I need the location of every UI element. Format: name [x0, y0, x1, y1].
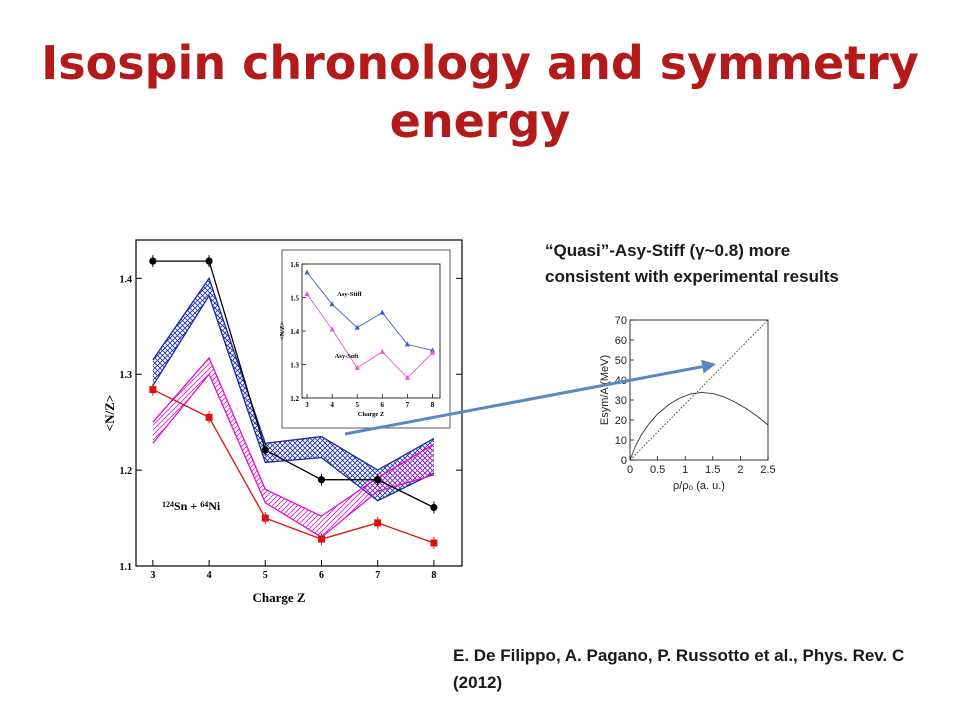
x-tick-label: 8 — [431, 570, 436, 581]
black-point — [205, 257, 213, 265]
inset-x-tick-label: 5 — [355, 401, 359, 409]
annotation-note: “Quasi”-Asy-Stiff (γ~0.8) more consisten… — [545, 241, 839, 286]
arrow-shaft — [344, 364, 707, 436]
inset-y-tick-label: 1.4 — [290, 328, 299, 336]
inset-y-tick-label: 1.6 — [290, 261, 299, 269]
red-point — [205, 413, 213, 421]
blue-band-fill — [152, 278, 434, 501]
esym-x-tick-label: 1 — [682, 464, 688, 476]
magenta-inset-line — [306, 293, 433, 379]
esym-x-tick-label: 2 — [737, 464, 743, 476]
magenta-band-upper — [152, 356, 435, 517]
esym-y-tick-label: 70 — [615, 315, 627, 327]
citation: E. De Filippo, A. Pagano, P. Russotto et… — [453, 646, 905, 692]
blue-inset-point — [329, 301, 335, 307]
inset-x-axis-label: Charge Z — [358, 411, 385, 418]
magenta-band-fill — [152, 357, 434, 538]
magenta-inset-point — [379, 348, 385, 354]
y-tick-label: 1.2 — [120, 466, 133, 477]
inset-y-tick-label: 1.2 — [290, 395, 299, 403]
esym-solid-curve — [629, 391, 769, 461]
inset-series-label: Asy-Stiff — [337, 291, 362, 298]
x-tick-label: 4 — [207, 570, 212, 581]
blue-inset-point — [404, 341, 410, 347]
inset-y-tick-label: 1.5 — [290, 295, 299, 303]
inset-x-tick-label: 8 — [431, 401, 435, 409]
reaction-label: 124Sn + 64Ni — [162, 499, 221, 513]
x-axis-label: Charge Z — [252, 590, 305, 605]
magenta-inset-point — [404, 374, 410, 380]
main-chart: 1.1 1.2 1.3 1.4 3 4 5 6 7 8 Charge Z <N/Z> 124Sn + 6… — [102, 239, 463, 605]
red-series-line — [152, 388, 435, 544]
red-point — [374, 519, 382, 527]
magenta-inset-point — [304, 291, 310, 297]
x-tick-label: 6 — [319, 570, 324, 581]
esym-y-tick-label: 0 — [621, 455, 627, 467]
red-point — [430, 539, 438, 547]
black-point — [261, 446, 269, 454]
y-tick-label: 1.1 — [120, 562, 133, 573]
y-tick-label: 1.4 — [120, 274, 133, 285]
red-point — [317, 535, 325, 543]
inset-x-tick-label: 7 — [406, 401, 410, 409]
inset-x-tick-label: 6 — [381, 401, 385, 409]
blue-inset-point — [304, 269, 310, 275]
reaction-label-part: 124 — [162, 500, 174, 509]
esym-y-tick-label: 30 — [615, 395, 627, 407]
reaction-label-part: Sn + — [174, 499, 200, 513]
magenta-band-lower — [152, 372, 435, 539]
inset-y-tick-label: 1.3 — [290, 362, 299, 370]
esym-plot-frame — [629, 319, 769, 461]
black-point — [317, 476, 326, 484]
symmetry-energy-chart: 01020304050607000.511.522.5ρ/ρ₀ (a. u.)E… — [599, 315, 776, 492]
magenta-inset-point — [329, 326, 335, 332]
x-tick-label: 5 — [263, 570, 268, 581]
reaction-label-part: 64 — [200, 500, 208, 509]
esym-x-tick-label: 0.5 — [650, 464, 665, 476]
esym-y-axis-label: Esym/A (MeV) — [599, 355, 611, 425]
magenta-inset-point — [354, 364, 360, 370]
reaction-label-part: Ni — [208, 499, 221, 513]
x-tick-label: 3 — [150, 570, 155, 581]
black-point — [374, 476, 382, 484]
inset-y-axis-label: <N/Z> — [279, 322, 286, 341]
esym-y-tick-label: 10 — [615, 435, 627, 447]
esym-y-tick-label: 60 — [615, 335, 627, 347]
inset-x-tick-label: 3 — [305, 401, 309, 409]
esym-x-tick-label: 2.5 — [760, 464, 775, 476]
blue-inset-point — [354, 324, 360, 330]
y-tick-label: 1.3 — [120, 370, 133, 381]
red-point — [149, 386, 157, 394]
esym-y-tick-label: 20 — [615, 415, 627, 427]
black-point — [149, 257, 157, 265]
black-series-line — [152, 260, 435, 509]
red-point — [261, 514, 269, 522]
blue-inset-point — [379, 309, 385, 315]
esym-x-tick-label: 1.5 — [705, 464, 720, 476]
esym-x-tick-label: 0 — [627, 464, 633, 476]
inset-series-label: Asy-Soft — [335, 353, 360, 360]
arrow-head — [700, 359, 716, 374]
slide-title: Isospin chronology and symmetry energy — [41, 36, 919, 148]
blue-band-lower — [152, 294, 435, 502]
magenta-inset-point — [429, 349, 436, 355]
blue-band-upper — [152, 276, 435, 471]
y-axis-label: <N/Z> — [102, 395, 117, 432]
x-tick-label: 7 — [375, 570, 380, 581]
esym-y-tick-label: 50 — [615, 355, 627, 367]
inset-x-tick-label: 4 — [330, 401, 334, 409]
blue-inset-line — [306, 272, 433, 351]
esym-x-axis-label: ρ/ρ₀ (a. u.) — [673, 480, 725, 492]
black-point — [430, 503, 438, 512]
